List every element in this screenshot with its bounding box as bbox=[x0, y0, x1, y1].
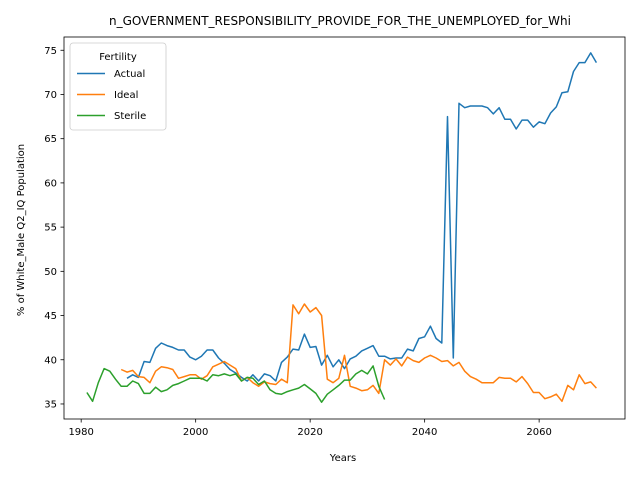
x-tick-label: 1980 bbox=[68, 427, 93, 438]
legend-entry-ideal: Ideal bbox=[114, 90, 138, 101]
legend-title: Fertility bbox=[99, 52, 137, 63]
x-tick-label: 2000 bbox=[183, 427, 208, 438]
axes-frame bbox=[63, 36, 626, 420]
y-tick-label: 40 bbox=[44, 355, 57, 366]
legend: Fertility Actual Ideal Sterile bbox=[69, 42, 167, 131]
y-tick-label: 50 bbox=[44, 267, 57, 278]
y-tick-label: 65 bbox=[44, 134, 57, 145]
series-line-actual bbox=[126, 52, 598, 382]
x-axis-label: Years bbox=[329, 453, 356, 464]
y-tick-label: 75 bbox=[44, 46, 57, 57]
legend-entry-sterile: Sterile bbox=[114, 111, 146, 122]
axes: 1980 2000 2020 2040 2060 35 40 45 50 55 60 65 70 75 bbox=[44, 36, 626, 438]
y-tick-label: 60 bbox=[44, 178, 57, 189]
y-axis-label: % of White_Male Q2_IQ Population bbox=[16, 144, 27, 316]
legend-entry-actual: Actual bbox=[114, 69, 145, 80]
y-tick-label: 35 bbox=[44, 399, 57, 410]
x-tick-label: 2040 bbox=[412, 427, 437, 438]
y-tick-label: 55 bbox=[44, 223, 57, 234]
y-tick-label: 45 bbox=[44, 311, 57, 322]
plot-area bbox=[86, 52, 598, 403]
chart-title: n_GOVERNMENT_RESPONSIBILITY_PROVIDE_FOR_… bbox=[109, 14, 571, 28]
y-tick-label: 70 bbox=[44, 90, 57, 101]
series-line-sterile bbox=[86, 365, 386, 403]
legend-box bbox=[69, 42, 167, 131]
x-tick-label: 2060 bbox=[526, 427, 551, 438]
x-tick-label: 2020 bbox=[297, 427, 322, 438]
